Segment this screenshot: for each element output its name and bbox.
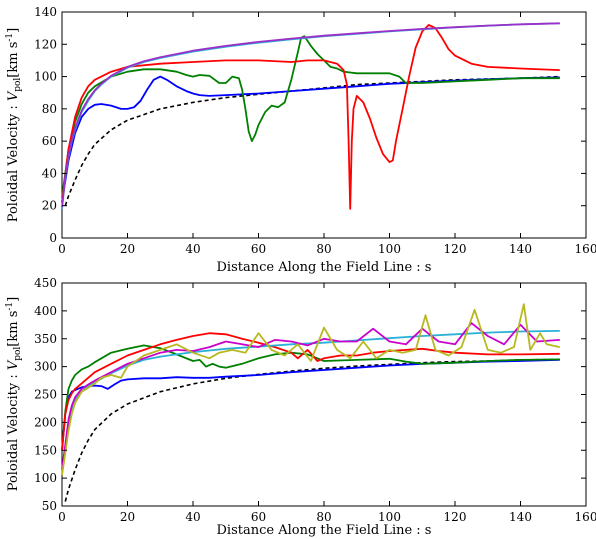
x-tick-label: 60 — [251, 242, 266, 256]
y-tick-label: 140 — [34, 5, 57, 19]
x-tick-label: 40 — [185, 510, 200, 524]
tick-layer: 0 20 40 60 80 100 120 140 160 0 20 40 60 80 100 120 140 — [34, 5, 596, 256]
y-tick-label: 400 — [34, 304, 57, 318]
x-tick-label: 140 — [509, 510, 532, 524]
series-line — [61, 22, 560, 209]
top-panel: 0 20 40 60 80 100 120 140 160020406080100120140 … — [5, 5, 596, 275]
x-tick-label: 0 — [58, 242, 66, 256]
series-line — [61, 22, 560, 208]
x-tick-label: 0 — [58, 510, 66, 524]
y-tick-label: 200 — [34, 415, 57, 429]
x-tick-label: 80 — [316, 242, 331, 256]
x-tick-label: 100 — [378, 510, 401, 524]
series-line — [61, 35, 560, 198]
y-axis-label: Poloidal Velocity : Vpol[km s-1] — [5, 297, 23, 491]
x-tick-label: 120 — [444, 510, 467, 524]
series-line — [61, 344, 560, 451]
x-tick-label: 100 — [378, 242, 401, 256]
y-tick-label: 20 — [42, 199, 57, 213]
y-tick-label: 250 — [34, 388, 57, 402]
plot-frame — [61, 11, 587, 239]
y-tick-label: 300 — [34, 360, 57, 374]
y-tick-label: 350 — [34, 332, 57, 346]
x-tick-label: 20 — [120, 242, 135, 256]
series-line — [64, 358, 560, 502]
x-tick-label: 80 — [316, 510, 331, 524]
x-tick-label: 140 — [509, 242, 532, 256]
y-tick-label: 50 — [42, 499, 57, 513]
x-axis-label: Distance Along the Field Line : s — [217, 523, 432, 538]
x-tick-label: 160 — [575, 510, 596, 524]
series-layer — [61, 303, 560, 502]
y-tick-label: 80 — [42, 102, 57, 116]
series-line — [61, 303, 560, 476]
y-axis-label: Poloidal Velocity : Vpol[km s-1] — [5, 28, 23, 222]
tick-layer: 0 20 40 60 80 100 120 140 160 50 100 150 200 250 300 35… — [34, 276, 596, 524]
x-tick-label: 40 — [185, 242, 200, 256]
y-tick-label: 100 — [34, 471, 57, 485]
x-tick-label: 160 — [575, 242, 596, 256]
x-tick-label: 120 — [444, 242, 467, 256]
series-line — [61, 332, 560, 451]
y-tick-label: 150 — [34, 443, 57, 457]
y-tick-label: 40 — [42, 166, 57, 180]
y-tick-label: 120 — [34, 37, 57, 51]
y-tick-label: 450 — [34, 276, 57, 290]
y-tick-label: 100 — [34, 70, 57, 84]
series-line — [61, 359, 560, 451]
series-line — [64, 75, 560, 206]
plot-frame — [61, 282, 587, 507]
x-axis-label: Distance Along the Field Line : s — [217, 260, 432, 275]
series-line — [61, 75, 560, 203]
series-line — [61, 322, 560, 470]
y-tick-label: 0 — [49, 231, 57, 245]
x-tick-label: 20 — [120, 510, 135, 524]
series-layer — [61, 22, 560, 210]
bottom-panel: 0 20 40 60 80 100 120 140 160 50 100 150 200 250 300 35… — [5, 276, 596, 538]
x-tick-label: 60 — [251, 510, 266, 524]
series-line — [61, 330, 560, 473]
series-line — [61, 24, 560, 210]
y-tick-label: 60 — [42, 134, 57, 148]
